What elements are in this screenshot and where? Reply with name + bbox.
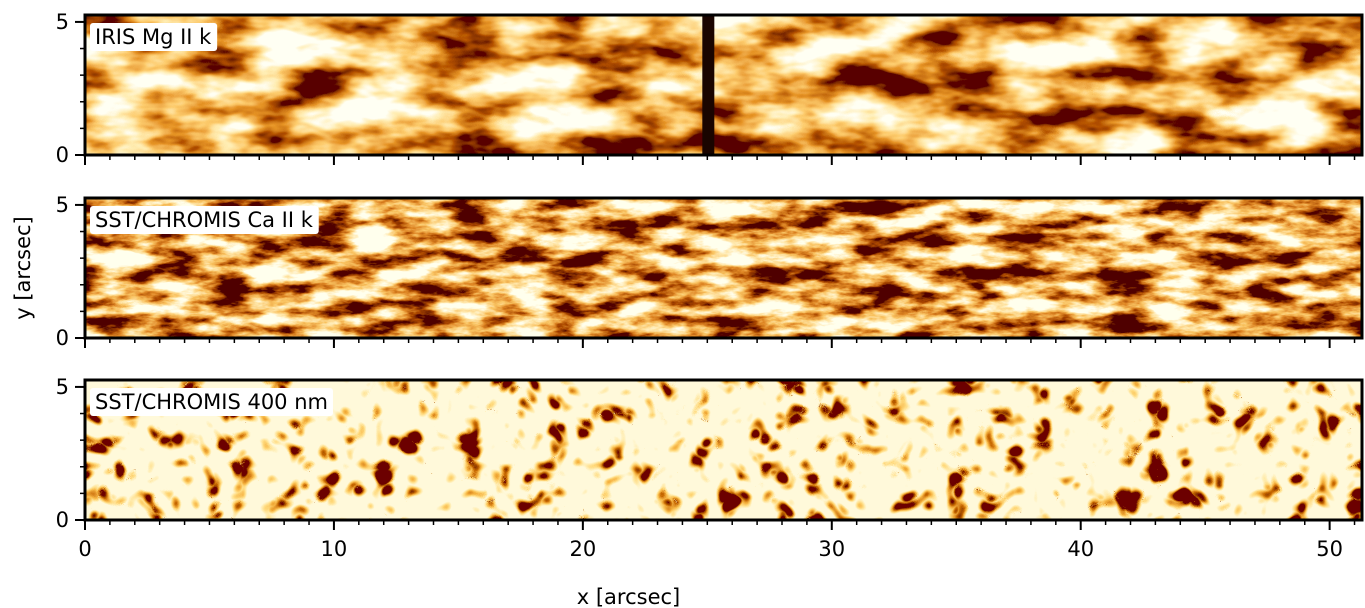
panel-label-box [90, 23, 218, 51]
x-tick-label: 20 [569, 537, 596, 561]
panel-label: IRIS Mg II k [95, 25, 212, 49]
y-tick-label: 0 [56, 508, 69, 532]
data-gap [702, 15, 715, 155]
panel-label: SST/CHROMIS 400 nm [95, 390, 328, 414]
y-tick-label: 0 [56, 326, 69, 350]
panel-frame [83, 13, 1364, 157]
y-axis-label: y [arcsec] [11, 216, 35, 319]
y-tick-label: 5 [56, 375, 69, 399]
solar-image [85, 15, 1362, 155]
x-tick-label: 0 [78, 537, 91, 561]
panel-label: SST/CHROMIS Ca II k [95, 208, 314, 232]
x-tick-label: 50 [1316, 537, 1343, 561]
panel-frame [83, 196, 1364, 340]
x-axis-label: x [arcsec] [577, 585, 680, 608]
panel-frame [83, 378, 1364, 522]
y-tick-label: 5 [56, 193, 69, 217]
y-tick-label: 5 [56, 10, 69, 34]
y-tick-label: 0 [56, 143, 69, 167]
panel-label-box [90, 388, 333, 416]
x-tick-label: 40 [1067, 537, 1094, 561]
x-tick-label: 10 [321, 537, 348, 561]
panel-label-box [90, 206, 319, 234]
x-tick-label: 30 [818, 537, 845, 561]
